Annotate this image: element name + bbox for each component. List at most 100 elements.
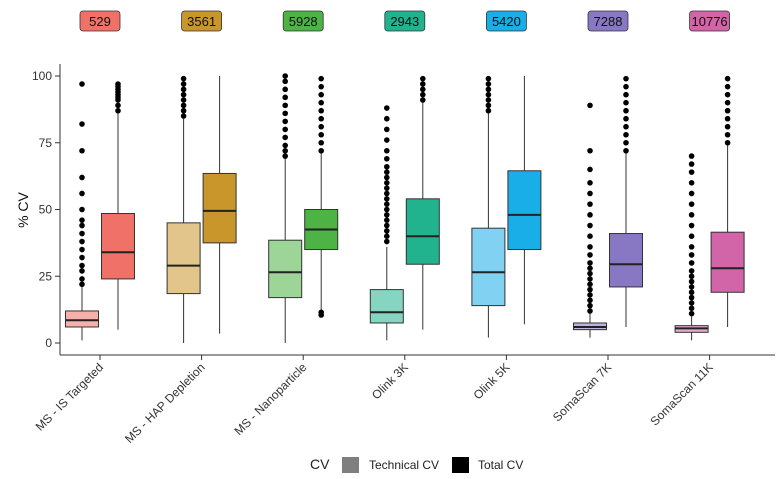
technical-outlier — [79, 238, 85, 245]
count-label: 529 — [89, 14, 111, 29]
total-box — [507, 170, 542, 251]
total-outlier — [724, 107, 731, 114]
box-group — [166, 75, 237, 343]
box-group — [674, 75, 745, 341]
technical-outlier — [282, 102, 289, 109]
technical-outlier — [384, 190, 390, 197]
y-ticks: 0 25 50 75 100 — [32, 69, 60, 350]
total-outlier — [420, 91, 426, 98]
technical-outlier — [384, 228, 390, 234]
box-group — [268, 73, 339, 343]
total-outlier — [318, 115, 325, 122]
total-outlier — [724, 115, 731, 122]
technical-outlier — [384, 155, 390, 162]
legend-swatch-total — [452, 457, 469, 473]
legend: CV Technical CV Total CV — [310, 456, 523, 473]
total-outlier — [318, 131, 325, 138]
count-badge — [79, 10, 121, 32]
technical-outlier — [282, 134, 289, 141]
technical-outlier — [688, 284, 695, 290]
total-outlier — [724, 99, 731, 106]
total-outlier — [115, 81, 121, 87]
technical-outlier — [384, 206, 390, 213]
technical-outlier — [587, 201, 593, 207]
technical-outlier — [282, 142, 289, 149]
technical-outlier — [688, 169, 695, 175]
technical-outlier — [688, 180, 695, 186]
technical-outlier — [384, 222, 390, 229]
x-tick-label: MS - HAP Depletion — [122, 360, 208, 446]
total-outlier — [623, 147, 629, 154]
technical-outlier — [485, 86, 492, 93]
total-outlier — [623, 107, 629, 114]
technical-outlier — [485, 102, 492, 109]
total-outlier — [724, 75, 731, 82]
total-outlier — [724, 139, 731, 146]
total-box — [710, 231, 745, 293]
technical-outlier — [180, 81, 187, 87]
technical-outlier — [282, 147, 289, 154]
x-tick-label: SomaScan 7K — [550, 360, 614, 424]
technical-outlier — [587, 252, 593, 258]
technical-outlier — [587, 265, 593, 272]
technical-outlier — [587, 260, 593, 266]
technical-outlier — [384, 238, 390, 245]
x-tick-label: MS - Nanoparticle — [232, 360, 310, 438]
technical-outlier — [180, 113, 187, 119]
technical-outlier — [79, 268, 85, 274]
technical-outlier — [384, 163, 390, 170]
technical-outlier — [384, 180, 390, 186]
technical-outlier — [282, 78, 289, 85]
total-outlier — [318, 91, 325, 98]
technical-outlier — [688, 268, 695, 274]
total-outlier — [623, 99, 629, 106]
technical-outlier — [79, 121, 85, 127]
technical-outlier — [688, 273, 695, 280]
technical-outlier — [485, 91, 492, 98]
legend-label-technical: Technical CV — [369, 458, 439, 472]
technical-outlier — [79, 262, 85, 269]
x-ticks: MS - IS Targeted MS - HAP Depletion MS - N… — [33, 355, 716, 446]
technical-outlier — [384, 105, 390, 111]
total-box — [101, 213, 135, 280]
y-tick-label: 50 — [39, 203, 53, 217]
count-badge — [485, 10, 527, 32]
technical-outlier — [688, 310, 695, 317]
technical-outlier — [282, 110, 289, 117]
total-outlier — [420, 97, 426, 103]
sample-count-labels: 529 3561 5928 2943 5420 7288 10776 — [79, 10, 730, 32]
box-series — [65, 73, 745, 343]
technical-outlier — [384, 196, 390, 202]
total-outlier — [623, 75, 629, 82]
total-outlier — [623, 115, 629, 122]
total-outlier — [420, 75, 426, 82]
total-outlier — [318, 83, 325, 90]
total-outlier — [318, 139, 325, 146]
technical-outlier — [587, 180, 593, 186]
technical-outlier — [79, 174, 85, 181]
technical-outlier — [384, 126, 390, 133]
technical-outlier — [485, 75, 492, 82]
technical-outlier — [688, 190, 695, 197]
technical-outlier — [688, 233, 695, 239]
box-group — [573, 75, 643, 338]
x-tick-label: SomaScan 11K — [647, 360, 715, 428]
technical-outlier — [688, 300, 695, 306]
total-outlier — [623, 91, 629, 98]
technical-outlier — [587, 292, 593, 298]
technical-outlier — [688, 252, 695, 258]
technical-outlier — [79, 254, 85, 261]
technical-outlier — [180, 75, 187, 82]
technical-outlier — [587, 308, 593, 314]
total-outlier — [115, 102, 121, 109]
total-outlier — [318, 107, 325, 114]
technical-outlier — [587, 244, 593, 250]
legend-swatch-technical — [342, 457, 359, 473]
technical-outlier — [180, 91, 187, 98]
technical-outlier — [587, 233, 593, 239]
technical-outlier — [587, 281, 593, 288]
y-axis-title: % CV — [15, 191, 31, 227]
technical-outlier — [688, 278, 695, 285]
technical-outlier — [384, 115, 390, 122]
